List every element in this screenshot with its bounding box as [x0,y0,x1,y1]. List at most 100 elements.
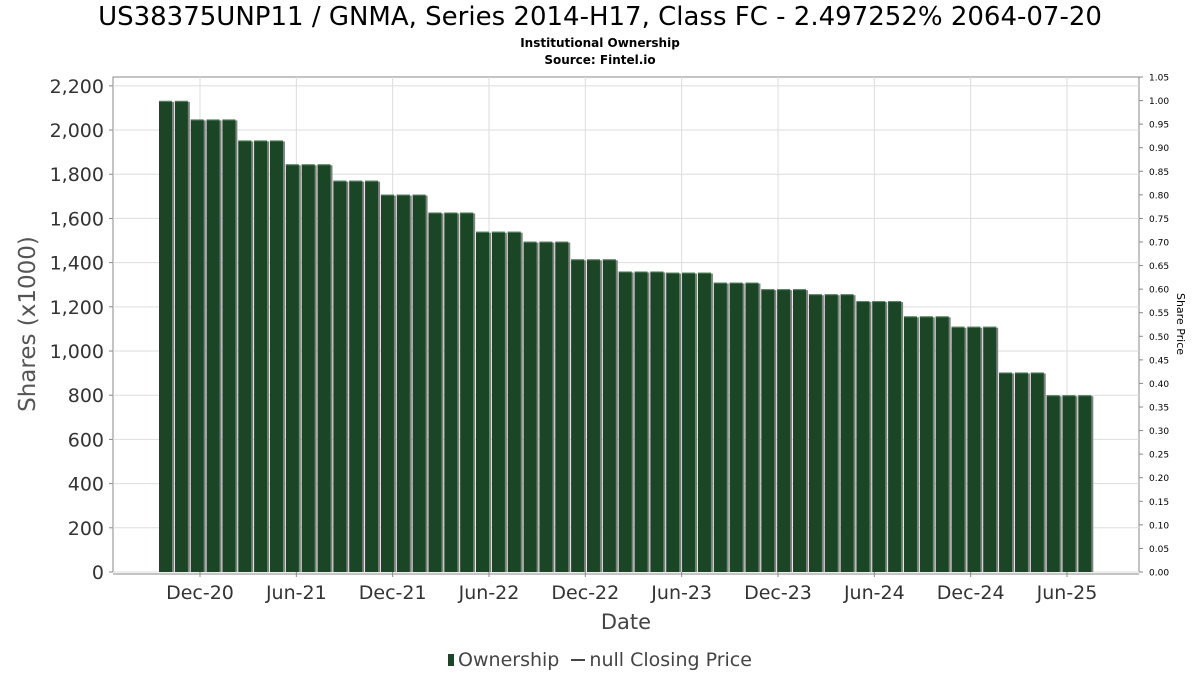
ownership-bar [999,372,1013,572]
y2-tick-label: 0.45 [1149,356,1169,366]
legend-ownership: Ownership [448,649,559,671]
ownership-bar [888,301,902,572]
y2-tick-label: 0.75 [1149,215,1169,225]
ownership-bar [777,289,791,572]
y-tick-label: 200 [68,518,104,540]
bars-layer [159,100,1094,573]
ownership-bar [317,164,331,572]
ownership-bar [903,316,917,572]
x-tick-label: Dec-24 [937,582,1005,604]
ownership-bar [285,164,299,572]
y2-tick-label: 0.90 [1149,144,1169,154]
y2-tick-label: 0.00 [1149,569,1169,579]
y2-tick-label: 0.30 [1149,427,1169,437]
axes-layer: 0 200 400 600 800 1,000 1,200 1,400 1,600 1,800 2,… [50,74,1170,605]
ownership-bar [523,241,537,572]
y-tick-label: 2,200 [50,76,104,98]
chart-title: US38375UNP11 / GNMA, Series 2014-H17, Cl… [98,2,1102,32]
y-tick-label: 2,000 [50,120,104,142]
ownership-bar [206,119,220,572]
ownership-bar [793,289,806,572]
ownership-bar [634,271,648,572]
y-tick-label: 1,800 [50,164,104,186]
ownership-bar [983,326,997,572]
ownership-bar [507,231,521,572]
x-tick-label: Jun-22 [458,582,520,604]
ownership-bar [808,294,822,572]
y2-tick-label: 0.20 [1149,474,1169,484]
ownership-bar [602,259,616,572]
x-tick-label: Dec-20 [166,582,234,604]
ownership-bar [1014,372,1028,572]
ownership-bar [697,272,711,572]
ownership-bar [571,259,585,572]
y2-tick-label: 0.80 [1149,191,1169,201]
x-tick-label: Dec-21 [359,582,427,604]
legend-price: null Closing Price [565,649,752,671]
ownership-bar [951,326,965,572]
ownership-bar [222,119,236,572]
ownership-bar [174,100,188,572]
ownership-bar [333,180,347,572]
ownership-bar [1062,395,1076,572]
ownership-bar [539,241,553,572]
ownership-bar [269,140,283,572]
ownership-bar [555,241,569,572]
y-tick-label: 400 [68,474,104,496]
y-tick-label: 0 [92,562,104,584]
chart-subtitle: Institutional Ownership [520,36,680,50]
ownership-bar [444,212,458,573]
y2-tick-label: 0.10 [1149,521,1169,531]
ownership-bar [349,180,363,572]
ownership-bar [428,212,442,573]
ownership-bar [650,271,664,572]
ownership-bar [967,326,981,572]
x-tick-label: Dec-23 [744,582,812,604]
y2-tick-label: 0.95 [1149,121,1169,131]
y2-tick-label: 0.85 [1149,168,1169,178]
ownership-bar [856,301,870,572]
ownership-bar [238,140,252,572]
ownership-bar [729,282,743,572]
chart-source: Source: Fintel.io [544,53,656,67]
ownership-bar [380,194,394,572]
y-axis-label: Shares (x1000) [15,236,41,412]
y-tick-label: 1,400 [50,253,104,275]
ownership-bar [254,140,268,572]
y2-tick-label: 0.50 [1149,333,1169,343]
y2-tick-label: 0.15 [1149,498,1169,508]
y2-tick-label: 1.00 [1149,97,1169,107]
y-tick-label: 800 [68,385,104,407]
ownership-bar [476,231,489,572]
ownership-swatch-icon [448,654,455,666]
ownership-bar [491,231,505,572]
y2-tick-label: 0.35 [1149,404,1169,414]
x-axis-label: Date [601,610,651,634]
y2-tick-label: 0.55 [1149,309,1169,319]
ownership-bar [586,259,600,572]
y-tick-label: 1,200 [50,297,104,319]
ownership-bar [682,272,696,572]
ownership-bar [919,316,933,572]
y-tick-label: 600 [68,429,104,451]
ownership-bar [396,194,410,572]
ownership-bar [840,294,854,572]
ownership-bar [190,119,204,572]
y2-axis-label: Share Price [1174,293,1187,355]
x-tick-label: Jun-21 [265,582,327,604]
ownership-bar [713,282,727,572]
y2-tick-label: 0.40 [1149,380,1169,390]
y2-tick-label: 1.05 [1149,74,1169,84]
ownership-bar [1030,372,1044,572]
y2-tick-label: 0.65 [1149,262,1169,272]
legend-price-label: null Closing Price [589,648,752,671]
ownership-bar [935,316,949,572]
x-tick-label: Dec-22 [551,582,619,604]
ownership-bar [618,271,632,572]
y2-tick-label: 0.25 [1149,451,1169,461]
y-tick-label: 1,000 [50,341,104,363]
ownership-bar [1046,395,1060,572]
ownership-bar [872,301,886,572]
x-tick-label: Jun-25 [1036,582,1098,604]
